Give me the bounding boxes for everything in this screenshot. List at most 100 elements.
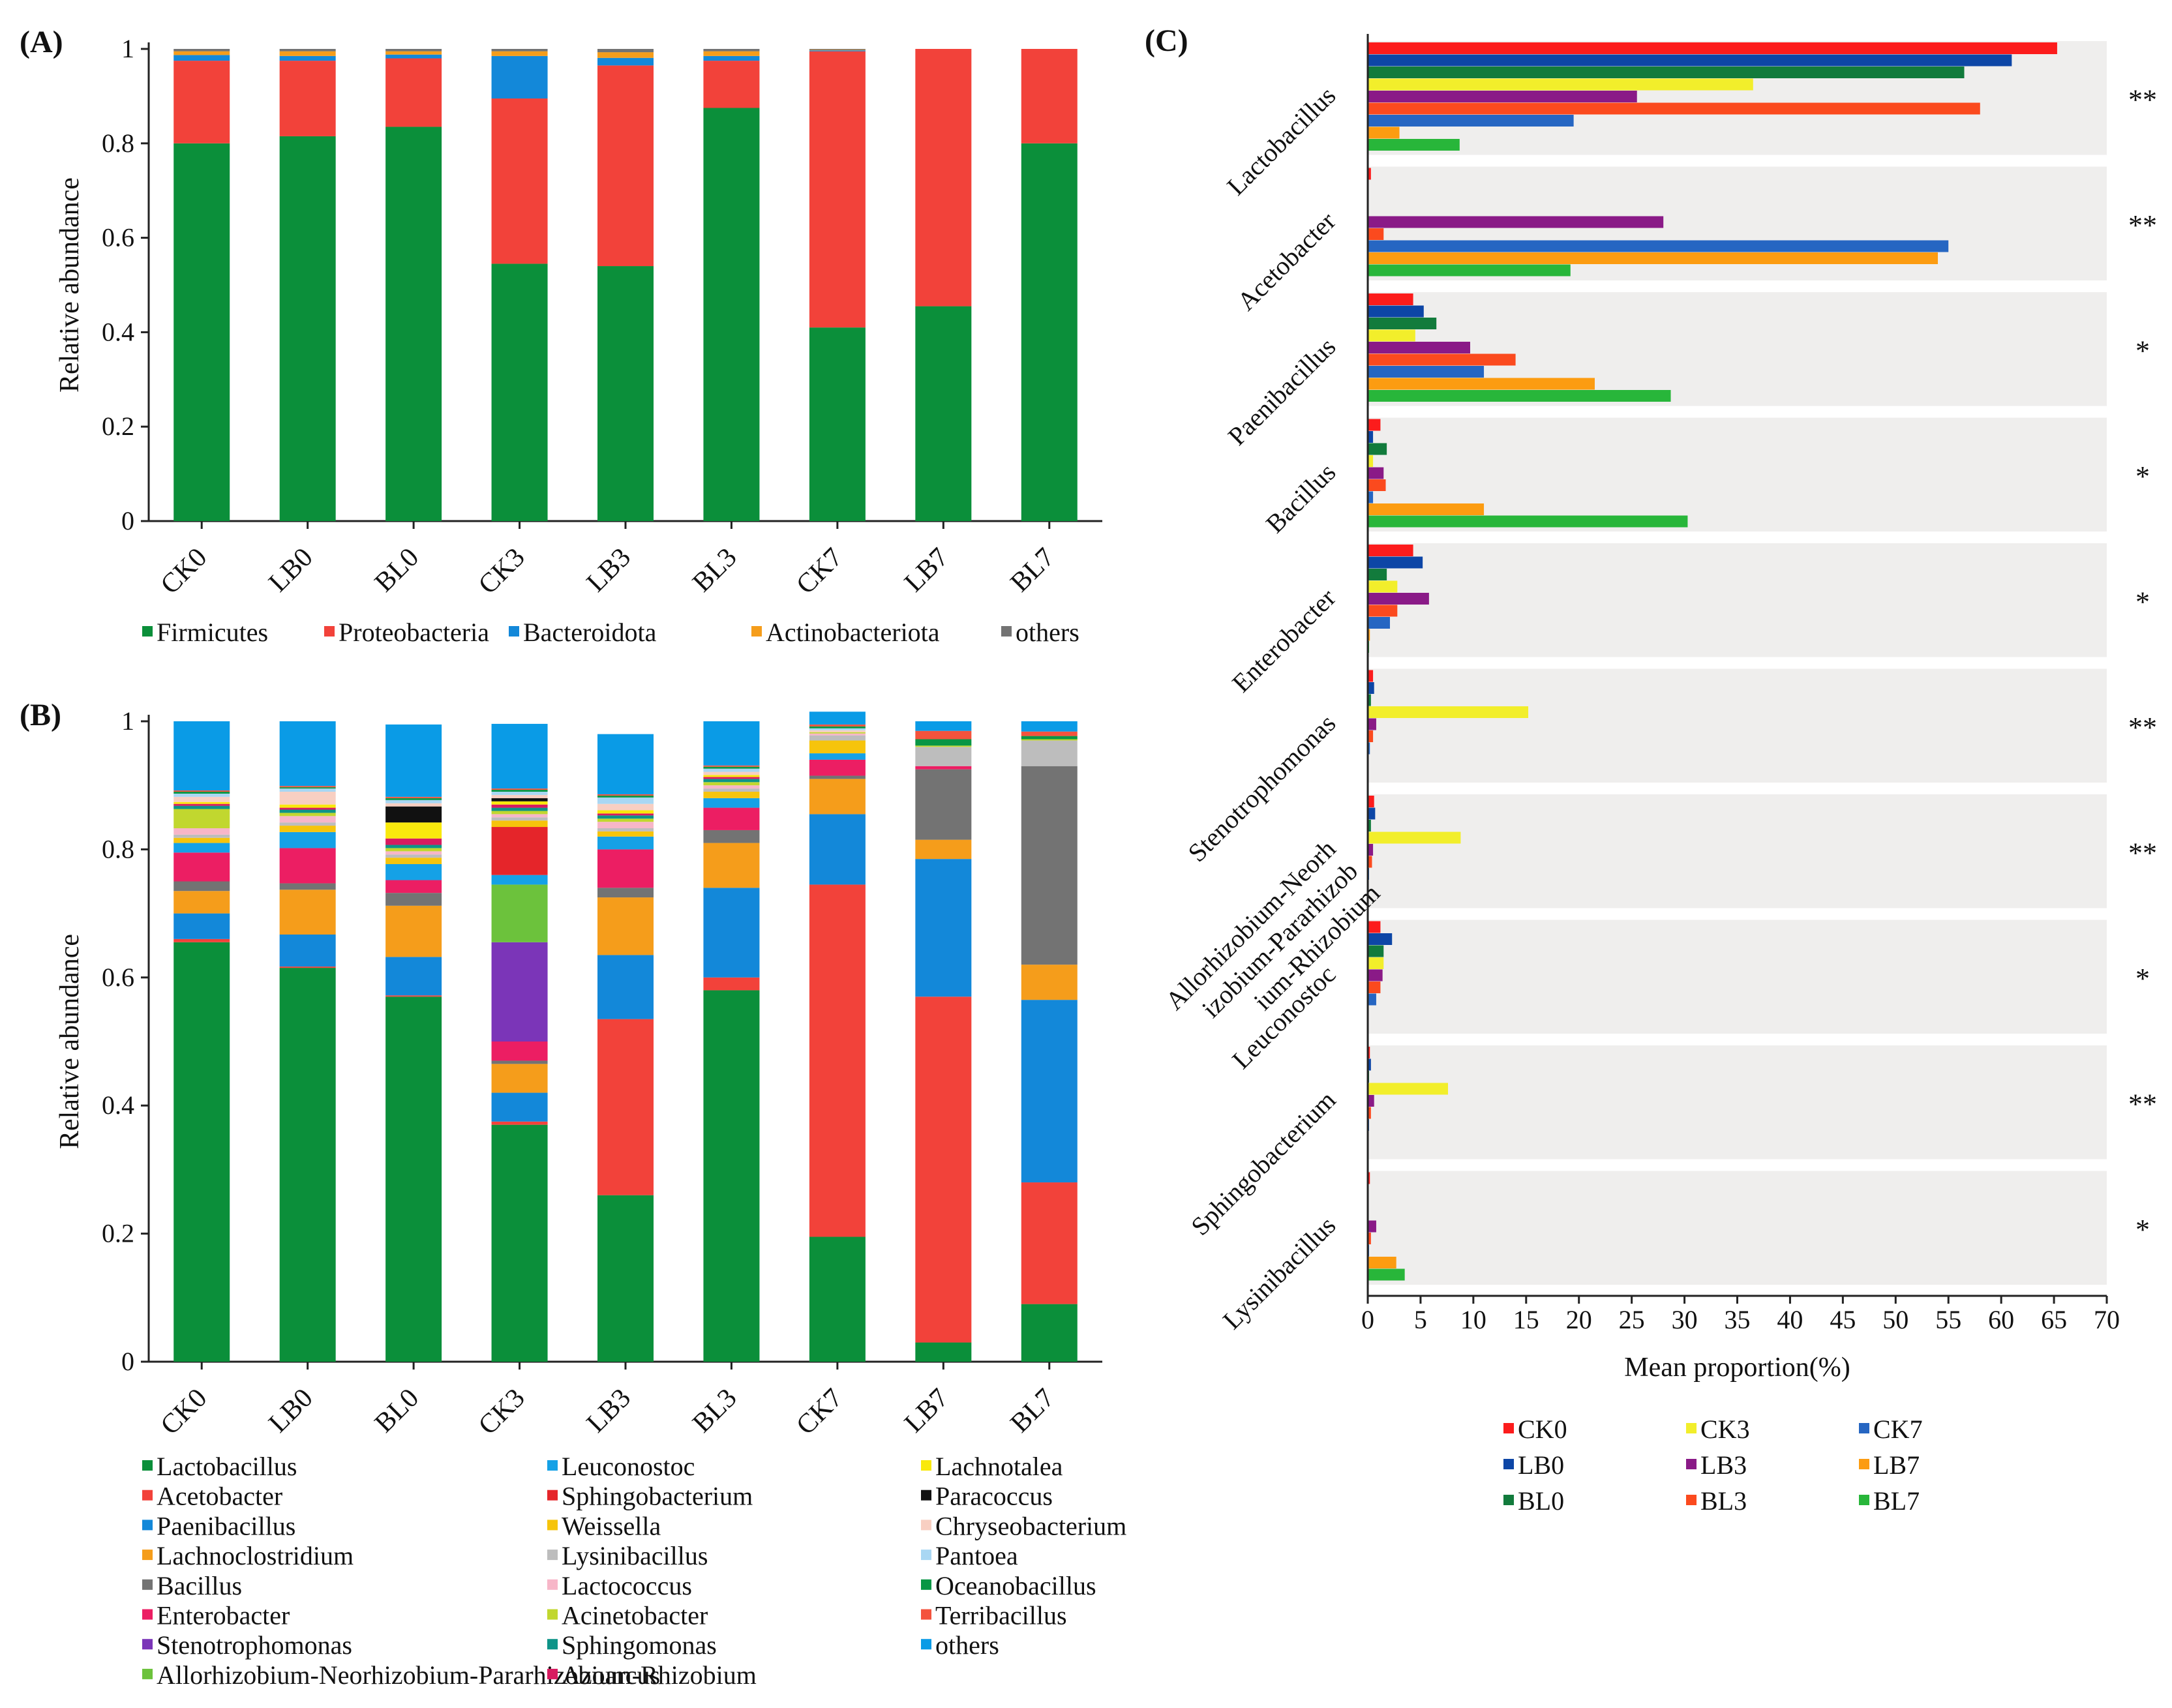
panel-b-bar-lb0-lactococcus (279, 816, 336, 823)
panel-c-bar-paenibacillus-lb3 (1368, 342, 1471, 353)
panel-a-legend-bacteroidota-swatch (509, 626, 519, 637)
panel-b-bar-lb0-lachnoclostridium (279, 890, 336, 935)
panel-b-bar-ck3-paracoccus (491, 798, 548, 802)
panel-c-significance: ** (2128, 837, 2157, 869)
panel-a-bar-bl3-proteobacteria (703, 61, 760, 108)
panel-b-bar-ck3-enterobacter (491, 1041, 548, 1061)
panel-c-x-tick-label: 35 (1725, 1305, 1751, 1334)
panel-c-bar-stenotrophomonas-lb0 (1368, 682, 1374, 694)
panel-b-legend-stenotrophomonas-swatch (142, 1639, 153, 1650)
panel-c-x-tick-label: 5 (1414, 1305, 1427, 1334)
panel-c-x-tick-label: 20 (1566, 1305, 1592, 1334)
panel-b-legend-chryseobacterium-label: Chryseobacterium (935, 1511, 1126, 1540)
panel-c-bar-leuconostoc-ck7 (1368, 993, 1376, 1006)
panel-c-band-allorhizobium-neorhizobium-pararhizobium-rhizobium (1368, 794, 2107, 908)
panel-b-legend-weissella-swatch (547, 1520, 558, 1531)
panel-b-chart: (B) 0 0.2 0.4 0.6 0.8 1 Relative abundance CK0 LB… (20, 698, 1126, 1690)
panel-b-bar-lb0-sphingomonas (279, 809, 336, 813)
panel-b-bar-ck7-lactobacillus (809, 1236, 866, 1362)
panel-b-legend-enterobacter-swatch (142, 1609, 153, 1620)
panel-a-bar-lb0-others (279, 49, 336, 52)
panel-b-legend-lactobacillus-label: Lactobacillus (157, 1452, 297, 1481)
panel-a-legend-proteobacteria-swatch (324, 626, 335, 637)
panel-c-bar-sphingobacterium-lb3 (1368, 1095, 1374, 1107)
panel-c-x-tick-label: 50 (1882, 1305, 1908, 1334)
panel-a-bar-ck0-bacteroidota (173, 55, 230, 61)
panel-a-bar-ck0-firmicutes (173, 143, 230, 522)
panel-a-bar-lb3-others (597, 49, 654, 53)
panel-b-bar-lb7-others (915, 721, 972, 731)
panel-b-bar-ck7-acetobacter (809, 884, 866, 1237)
panel-b-legend-lachnoclostridium-swatch (142, 1550, 153, 1561)
panel-c-legend-bl0-label: BL0 (1518, 1486, 1564, 1516)
panel-b-bar-lb7-lysinibacillus (915, 747, 972, 766)
panel-c-bar-paenibacillus-ck7 (1368, 366, 1485, 378)
panel-b-y-tick-label: 0.4 (102, 1090, 134, 1120)
panel-a-bar-lb3-firmicutes (597, 266, 654, 521)
panel-a-legend-actinobacteriota-label: Actinobacteriota (766, 618, 940, 647)
panel-c-bar-stenotrophomonas-lb3 (1368, 718, 1376, 730)
panel-b-bar-lb3-weissella (597, 831, 654, 837)
panel-a-bar-ck7-bacteroidota (809, 50, 866, 52)
panel-c-legend-bl3-label: BL3 (1700, 1486, 1747, 1516)
panel-b-legend-lachnoclostridium-label: Lachnoclostridium (157, 1541, 354, 1570)
panel-c-legend-lb3-swatch (1686, 1459, 1697, 1469)
panel-c-bar-paenibacillus-ck0 (1368, 293, 1413, 305)
panel-c-bar-sphingobacterium-bl3 (1368, 1107, 1371, 1119)
panel-c-genus-label-line: Paenibacillus (1222, 332, 1342, 451)
panel-b-bar-lb3-chryseobacterium (597, 803, 654, 811)
panel-c-genus-label-line: Bacillus (1260, 457, 1342, 539)
panel-c-bar-acetobacter-lb3 (1368, 216, 1664, 228)
panel-b-legend-sphingobacterium-swatch (547, 1490, 558, 1501)
panel-c-bar-leuconostoc-lb3 (1368, 969, 1383, 981)
panel-c-bar-bacillus-bl3 (1368, 479, 1386, 491)
panel-b-bar-lb0-terribacillus (279, 786, 336, 788)
panel-b-bar-bl7-paenibacillus (1021, 1000, 1078, 1183)
panel-b-bar-ck3-acinetobacter (491, 811, 548, 815)
panel-c-bar-sphingobacterium-lb0 (1368, 1058, 1371, 1071)
panel-c-bar-lactobacillus-lb0 (1368, 54, 2012, 67)
panel-a-bar-ck0-others (173, 49, 230, 52)
panel-b-bar-bl3-lactobacillus (703, 990, 760, 1362)
panel-c-bar-bacillus-bl0 (1368, 443, 1387, 455)
panel-c-bar-acetobacter-ck0 (1368, 168, 1371, 180)
panel-b-bar-ck0-weissella (173, 837, 230, 843)
panel-b-bar-bl7-terribacillus (1021, 731, 1078, 736)
panel-b-legend-weissella-label: Weissella (562, 1511, 661, 1540)
panel-b-bar-bl3-chryseobacterium (703, 772, 760, 775)
panel-b-bar-bl3-weissella (703, 792, 760, 798)
panel-c-significance: ** (2128, 1088, 2157, 1120)
panel-c-bar-lysinibacillus-lb3 (1368, 1220, 1376, 1233)
panel-b-bar-bl7-lachnoclostridium (1021, 965, 1078, 1000)
panel-b-legend-lactobacillus-swatch (142, 1460, 153, 1471)
panel-c-bar-lactobacillus-bl3 (1368, 102, 1980, 115)
panel-b-bar-lb0-enterobacter (279, 848, 336, 884)
panel-b-bar-ck3-oceanobacillus (491, 790, 548, 792)
panel-a-y-tick-label: 0 (121, 506, 134, 535)
panel-b-legend-allorhizobium-neorhizobium-pararhizobium-rhizobium-swatch (142, 1668, 153, 1679)
panel-b-bar-ck0-bacillus (173, 881, 230, 891)
panel-b-x-tick-label: BL3 (687, 1383, 742, 1439)
panel-a-bar-bl0-firmicutes (385, 127, 442, 521)
panel-b-bar-lb3-acinetobacter (597, 818, 654, 822)
panel-c-bar-lactobacillus-bl0 (1368, 67, 1965, 78)
panel-b-legend-chryseobacterium-swatch (921, 1520, 931, 1531)
panel-b-bar-ck0-pantoea (173, 793, 230, 797)
panel-c-legend-ck7-swatch (1859, 1423, 1869, 1433)
panel-b-bar-ck7-oceanobacillus (809, 726, 866, 728)
panel-b-bar-lb7-acinetobacter (915, 745, 972, 747)
panel-b-y-tick-label: 0.2 (102, 1219, 134, 1248)
panel-b-legend-bacillus-label: Bacillus (157, 1571, 242, 1600)
panel-b-bar-bl0-lachnoclostridium (385, 905, 442, 957)
panel-b-bar-lb3-others (597, 734, 654, 794)
panel-c-bar-leuconostoc-bl3 (1368, 981, 1381, 993)
panel-c-legend-lb0-swatch (1503, 1459, 1514, 1469)
panel-c-legend-lb7-swatch (1859, 1459, 1869, 1469)
panel-c-bar-allorhizobium-neorhizobium-pararhizobium-rhizobium-ck3 (1368, 832, 1461, 844)
panel-a-x-tick-label: LB3 (581, 543, 637, 598)
panel-b-bar-ck0-sphingomonas (173, 805, 230, 809)
panel-c-genus-label-line: Acetobacter (1231, 206, 1341, 316)
panel-a-legend-actinobacteriota-swatch (751, 626, 762, 637)
panel-b-bar-bl3-enterobacter (703, 807, 760, 830)
panel-b-x-tick-label: BL0 (369, 1383, 425, 1439)
